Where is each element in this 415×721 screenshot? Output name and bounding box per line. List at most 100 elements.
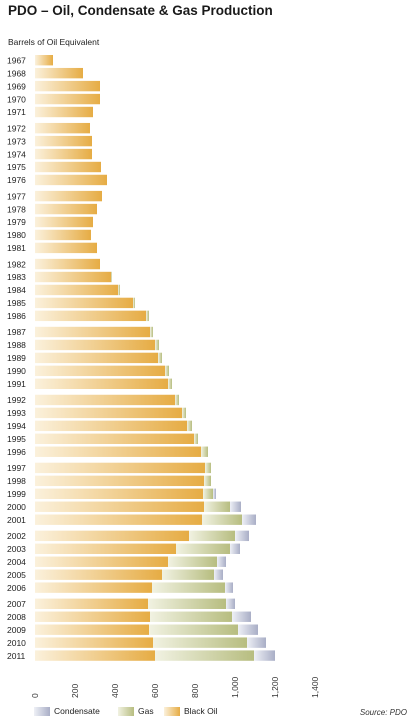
x-tick-label-800: 800 — [190, 684, 200, 698]
year-label-1974: 1974 — [7, 149, 26, 159]
bar-black-oil-1970 — [35, 93, 100, 105]
bar-group — [35, 55, 275, 661]
bar-black-oil-1978 — [35, 203, 97, 215]
bar-black-oil-1980 — [35, 229, 91, 241]
year-label-2008: 2008 — [7, 612, 26, 622]
bar-black-oil-1983 — [35, 271, 111, 283]
year-label-2006: 2006 — [7, 583, 26, 593]
bar-black-oil-1984 — [35, 284, 118, 296]
year-label-1967: 1967 — [7, 55, 26, 65]
year-label-1969: 1969 — [7, 81, 26, 91]
bar-black-oil-1972 — [35, 122, 90, 134]
bar-condensate-2009 — [238, 624, 258, 635]
bar-black-oil-1977 — [35, 190, 102, 202]
bar-condensate-2010 — [247, 637, 266, 648]
year-label-1996: 1996 — [7, 447, 26, 457]
year-label-1999: 1999 — [7, 489, 26, 499]
bar-gas-1995 — [194, 433, 198, 444]
x-tick-label-1200: 1,200 — [270, 676, 280, 698]
year-label-1971: 1971 — [7, 107, 26, 117]
bar-gas-2004 — [168, 556, 217, 567]
bar-black-oil-1993 — [35, 407, 182, 419]
bar-black-oil-1991 — [35, 378, 168, 389]
legend-gas: Gas — [118, 706, 154, 716]
year-label-1980: 1980 — [7, 230, 26, 240]
bar-black-oil-1985 — [35, 297, 133, 309]
bar-gas-1997 — [205, 462, 211, 474]
year-label-1993: 1993 — [7, 408, 26, 418]
year-label-2010: 2010 — [7, 638, 26, 648]
bar-black-oil-1979 — [35, 216, 93, 228]
year-label-2003: 2003 — [7, 544, 26, 554]
year-label-1988: 1988 — [7, 340, 26, 350]
year-label-2011: 2011 — [7, 651, 26, 661]
year-label-1975: 1975 — [7, 162, 26, 172]
bar-black-oil-1974 — [35, 148, 92, 160]
year-label-1977: 1977 — [7, 191, 26, 201]
x-tick-label-1000: 1,000 — [230, 676, 240, 698]
year-label-2002: 2002 — [7, 531, 26, 541]
year-label-1998: 1998 — [7, 476, 26, 486]
legend-condensate: Condensate — [34, 706, 100, 716]
bar-black-oil-2004 — [35, 556, 168, 567]
year-label-1970: 1970 — [7, 94, 26, 104]
year-label-2004: 2004 — [7, 557, 26, 567]
bar-condensate-2002 — [235, 530, 249, 542]
bar-gas-1993 — [182, 407, 186, 419]
bar-gas-1996 — [201, 446, 208, 457]
legend-swatch-condensate — [34, 706, 50, 716]
bar-black-oil-1969 — [35, 80, 100, 92]
bar-condensate-2011 — [254, 650, 275, 661]
legend-black-oil: Black Oil — [164, 706, 218, 716]
year-label-2005: 2005 — [7, 570, 26, 580]
bar-gas-1984 — [118, 284, 120, 296]
year-label-1973: 1973 — [7, 136, 26, 146]
year-label-2001: 2001 — [7, 515, 26, 525]
bar-condensate-2004 — [217, 556, 226, 567]
bar-gas-2006 — [152, 582, 225, 593]
bar-gas-1987 — [150, 326, 153, 338]
bar-gas-1999 — [203, 488, 213, 499]
bar-black-oil-1995 — [35, 433, 194, 444]
year-label-1994: 1994 — [7, 421, 26, 431]
bar-gas-2003 — [176, 543, 230, 554]
year-label-1991: 1991 — [7, 379, 26, 389]
bar-black-oil-1967 — [35, 55, 53, 66]
bar-condensate-2000 — [230, 501, 241, 512]
bar-black-oil-2008 — [35, 611, 150, 622]
x-tick-label-200: 200 — [70, 684, 80, 698]
bar-black-oil-1998 — [35, 475, 204, 487]
bar-black-oil-2001 — [35, 514, 202, 525]
bar-black-oil-2010 — [35, 637, 153, 648]
legend-swatch-black-oil — [164, 706, 180, 716]
legend-label-gas: Gas — [138, 706, 154, 716]
bar-black-oil-1997 — [35, 462, 205, 474]
year-label-1982: 1982 — [7, 259, 26, 269]
year-label-1983: 1983 — [7, 272, 26, 282]
bar-black-oil-1981 — [35, 242, 97, 254]
bar-black-oil-2011 — [35, 650, 155, 661]
year-label-1984: 1984 — [7, 285, 26, 295]
bar-black-oil-2003 — [35, 543, 176, 554]
x-tick-label-1400: 1,400 — [310, 676, 320, 698]
year-label-1976: 1976 — [7, 175, 26, 185]
bar-black-oil-1986 — [35, 310, 146, 322]
bar-condensate-2003 — [230, 543, 240, 554]
year-label-1978: 1978 — [7, 204, 26, 214]
year-labels: 1967 1968 1969 1970 1971 1972 1973 1974 1975 1976… — [7, 55, 26, 660]
bar-gas-2011 — [155, 650, 254, 661]
chart-title: PDO – Oil, Condensate & Gas Production — [8, 3, 273, 18]
bar-black-oil-1990 — [35, 365, 165, 377]
legend-label-condensate: Condensate — [54, 706, 100, 716]
bar-black-oil-1975 — [35, 161, 101, 173]
year-label-1985: 1985 — [7, 298, 26, 308]
bar-black-oil-2007 — [35, 598, 148, 609]
bar-black-oil-1992 — [35, 394, 175, 406]
bar-condensate-2008 — [232, 611, 251, 622]
chart-subtitle: Barrels of Oil Equivalent — [8, 37, 100, 47]
bar-black-oil-2009 — [35, 624, 149, 635]
bar-condensate-2006 — [225, 582, 233, 593]
year-label-1989: 1989 — [7, 353, 26, 363]
bar-gas-2008 — [150, 611, 232, 622]
year-label-1995: 1995 — [7, 434, 26, 444]
